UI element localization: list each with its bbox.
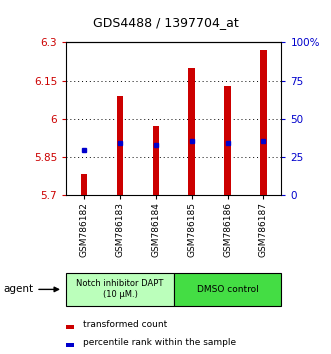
Bar [188, 68, 195, 195]
Text: agent: agent [3, 284, 33, 295]
Bar [224, 86, 231, 195]
Bar [174, 273, 281, 306]
Text: transformed count: transformed count [83, 320, 168, 330]
Bar [260, 50, 267, 195]
Text: GDS4488 / 1397704_at: GDS4488 / 1397704_at [93, 16, 238, 29]
Text: Notch inhibitor DAPT
(10 μM.): Notch inhibitor DAPT (10 μM.) [76, 279, 164, 299]
Bar [81, 175, 87, 195]
Bar [66, 343, 74, 347]
Text: DMSO control: DMSO control [197, 285, 259, 294]
Text: percentile rank within the sample: percentile rank within the sample [83, 338, 237, 347]
Bar [66, 273, 174, 306]
Bar [117, 96, 123, 195]
Bar [66, 325, 74, 329]
Bar [153, 126, 159, 195]
